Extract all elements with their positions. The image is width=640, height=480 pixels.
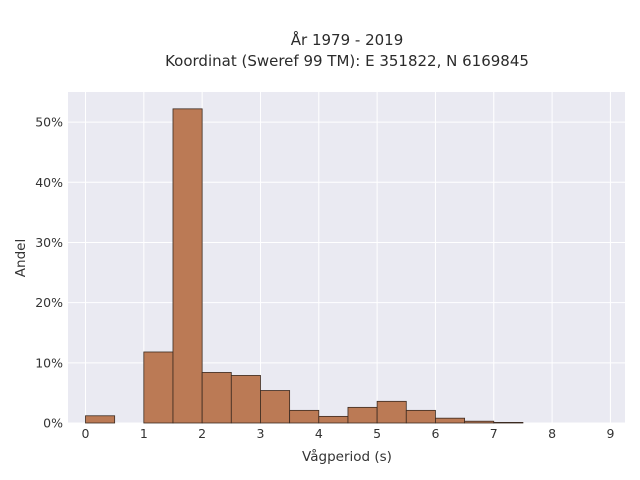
- y-tick-label: 40%: [35, 175, 63, 190]
- y-tick-label: 30%: [35, 235, 63, 250]
- histogram-bar: [230, 375, 261, 424]
- histogram-bar: [172, 108, 203, 424]
- bars: [85, 108, 524, 424]
- histogram-bar: [347, 406, 378, 424]
- x-axis-label: Vågperiod (s): [302, 448, 392, 465]
- x-axis-ticks: 0 1 2 3 4 5 6 7 8 9: [82, 426, 615, 441]
- y-tick-label: 50%: [35, 115, 63, 130]
- x-tick-label: 3: [256, 426, 264, 441]
- histogram-bar: [85, 415, 116, 424]
- y-tick-label: 10%: [35, 355, 63, 370]
- histogram-bar: [405, 409, 436, 424]
- histogram-bar: [260, 390, 291, 424]
- y-tick-label: 20%: [35, 295, 63, 310]
- histogram-bar: [318, 415, 349, 424]
- x-tick-label: 2: [198, 426, 206, 441]
- chart-title-line1: År 1979 - 2019: [291, 30, 404, 49]
- x-tick-label: 1: [140, 426, 148, 441]
- histogram-bar: [435, 417, 466, 424]
- x-tick-label: 8: [548, 426, 556, 441]
- histogram-bar: [201, 372, 232, 424]
- x-tick-label: 9: [606, 426, 614, 441]
- histogram-bar: [143, 351, 174, 424]
- histogram-bar: [493, 421, 524, 424]
- y-axis-label: Andel: [13, 239, 29, 277]
- x-tick-label: 5: [373, 426, 381, 441]
- x-tick-label: 7: [490, 426, 498, 441]
- chart-title-line2: Koordinat (Sweref 99 TM): E 351822, N 61…: [165, 52, 529, 70]
- histogram-bar: [464, 420, 495, 424]
- x-tick-label: 4: [315, 426, 323, 441]
- x-tick-label: 6: [431, 426, 439, 441]
- histogram-bar: [289, 409, 320, 424]
- y-tick-label: 0%: [43, 416, 63, 431]
- histogram-bar: [376, 400, 407, 424]
- x-tick-label: 0: [82, 426, 90, 441]
- y-axis-ticks: 0% 10% 20% 30% 40% 50%: [35, 115, 63, 431]
